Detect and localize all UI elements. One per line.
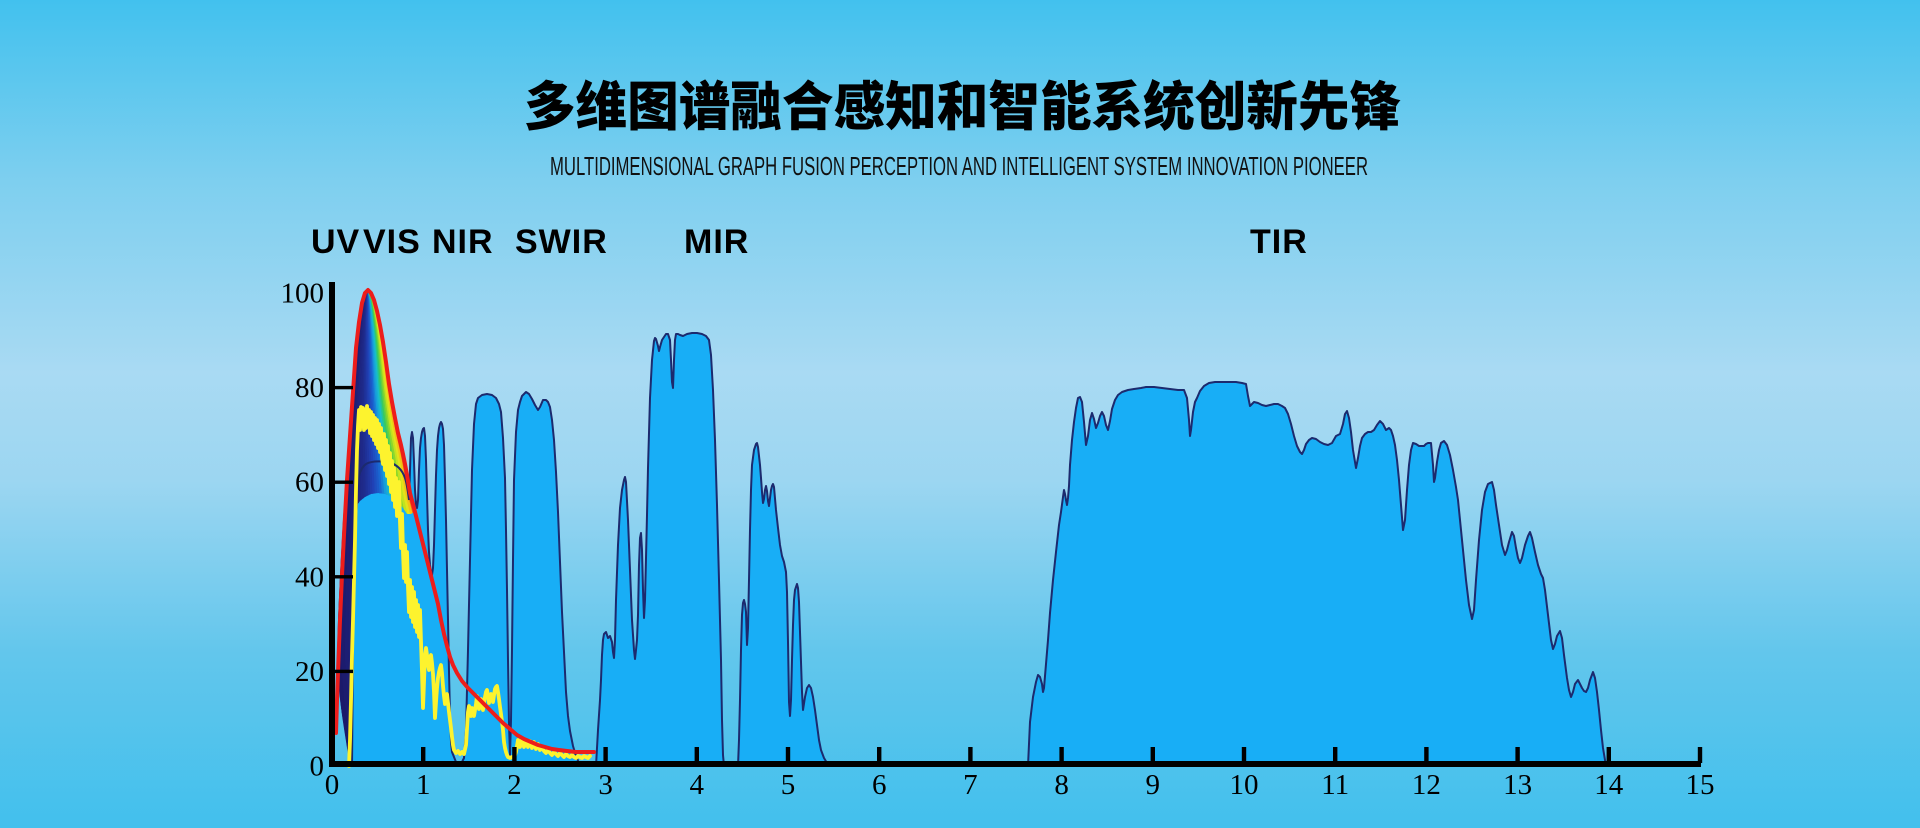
svg-text:13: 13: [1503, 769, 1532, 801]
svg-text:0: 0: [310, 751, 325, 783]
svg-text:SWIR: SWIR: [515, 223, 608, 261]
svg-text:8: 8: [1054, 769, 1069, 801]
svg-text:1: 1: [416, 769, 431, 801]
svg-text:MIR: MIR: [684, 223, 749, 261]
svg-text:TIR: TIR: [1250, 223, 1308, 261]
svg-text:14: 14: [1594, 769, 1624, 801]
svg-text:11: 11: [1321, 769, 1349, 801]
svg-text:60: 60: [295, 467, 324, 499]
svg-text:40: 40: [295, 561, 324, 593]
svg-text:VIS: VIS: [363, 223, 421, 261]
svg-text:0: 0: [325, 769, 340, 801]
svg-text:MULTIDIMENSIONAL GRAPH FUSION: MULTIDIMENSIONAL GRAPH FUSION PERCEPTION…: [550, 151, 1368, 181]
svg-text:100: 100: [281, 278, 325, 310]
svg-text:6: 6: [872, 769, 887, 801]
svg-text:UV: UV: [311, 223, 360, 261]
svg-text:5: 5: [781, 769, 796, 801]
svg-text:3: 3: [598, 769, 613, 801]
svg-text:12: 12: [1412, 769, 1441, 801]
svg-text:NIR: NIR: [432, 223, 494, 261]
svg-text:4: 4: [690, 769, 705, 801]
svg-text:10: 10: [1230, 769, 1259, 801]
svg-text:9: 9: [1146, 769, 1161, 801]
svg-text:15: 15: [1686, 769, 1715, 801]
svg-text:7: 7: [963, 769, 978, 801]
svg-text:80: 80: [295, 372, 324, 404]
svg-text:2: 2: [507, 769, 522, 801]
svg-text:20: 20: [295, 656, 324, 688]
